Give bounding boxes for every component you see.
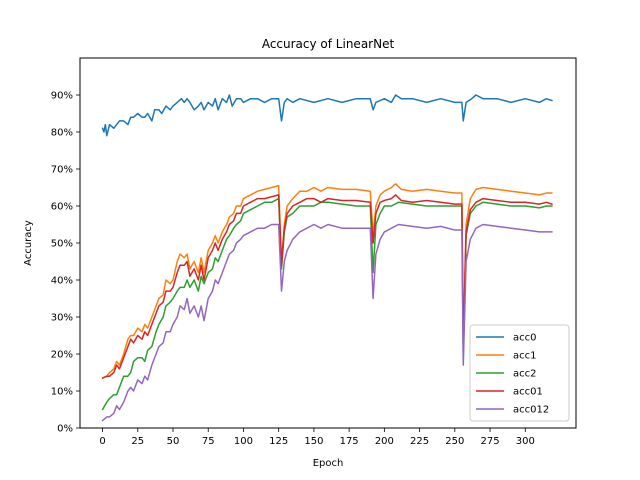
x-tick-label: 125 <box>269 436 288 447</box>
x-tick-label: 150 <box>304 436 323 447</box>
series-line-acc2 <box>101 197 553 411</box>
x-tick-label: 275 <box>480 436 499 447</box>
legend-box <box>469 324 570 422</box>
legend-label-acc012: acc012 <box>513 405 549 416</box>
x-tick-label: 175 <box>340 436 359 447</box>
x-tick-label: 225 <box>410 436 429 447</box>
series-line-acc0 <box>101 94 553 137</box>
y-tick-label: 0% <box>57 424 73 435</box>
y-tick-label: 10% <box>51 387 73 398</box>
legend-label-acc2: acc2 <box>513 369 537 380</box>
x-tick-label: 75 <box>202 436 215 447</box>
y-tick-label: 60% <box>51 202 73 213</box>
x-tick-label: 200 <box>375 436 394 447</box>
y-tick-label: 90% <box>51 91 73 102</box>
legend-label-acc0: acc0 <box>513 333 537 344</box>
series-line-acc1 <box>101 183 553 379</box>
legend: acc0 acc1 acc2 acc01 acc012 <box>469 324 570 422</box>
y-tick-label: 20% <box>51 350 73 361</box>
x-tick-label: 0 <box>99 436 105 447</box>
x-tick-label: 50 <box>167 436 180 447</box>
chart-title: Accuracy of LinearNet <box>262 37 395 51</box>
series-lines <box>101 94 553 422</box>
x-tick-label: 25 <box>131 436 144 447</box>
y-tick-label: 30% <box>51 313 73 324</box>
y-tick-label: 70% <box>51 165 73 176</box>
y-tick-label: 80% <box>51 128 73 139</box>
x-tick-label: 100 <box>234 436 253 447</box>
y-tick-label: 40% <box>51 276 73 287</box>
y-axis-label: Accuracy <box>23 220 34 266</box>
x-tick-label: 300 <box>516 436 535 447</box>
legend-label-acc1: acc1 <box>513 351 537 362</box>
series-line-acc01 <box>101 194 553 379</box>
series-line-acc012 <box>101 223 553 422</box>
legend-label-acc01: acc01 <box>513 387 543 398</box>
x-axis-label: Epoch <box>313 458 344 469</box>
y-tick-label: 50% <box>51 239 73 250</box>
x-axis-ticks: 0 25 50 75 100 125 150 175 200 225 250 275 300 <box>99 428 535 447</box>
y-axis-ticks: 0% 10% 20% 30% 40% 50% 60% 70% 80% 90% <box>51 91 80 435</box>
x-tick-label: 250 <box>445 436 464 447</box>
